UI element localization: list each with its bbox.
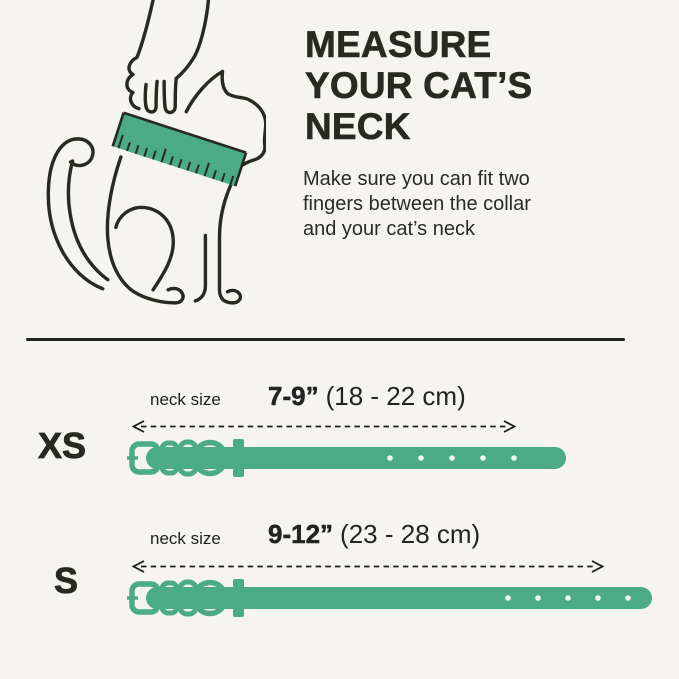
collar-illustration-s — [127, 579, 652, 617]
keeper-loop-1 — [159, 580, 180, 616]
collar-holes — [505, 595, 631, 601]
measurement-xs-cm: (18 - 22 cm) — [325, 381, 466, 411]
collar-illustration-xs — [127, 439, 566, 477]
measurement-s-cm: (23 - 28 cm) — [340, 519, 481, 549]
measure-arrow-xs — [131, 420, 517, 433]
d-ring — [191, 579, 229, 617]
divider — [26, 338, 625, 341]
slider — [233, 439, 244, 477]
title-line-2: YOUR CAT’S — [305, 65, 533, 107]
size-label-xs: XS — [38, 425, 87, 466]
keeper-loop-1 — [159, 440, 180, 476]
hand-icon — [125, 0, 155, 111]
collar-strap — [146, 587, 652, 609]
page-title: MEASURE YOUR CAT’S NECK — [305, 24, 645, 148]
measuring-tape-icon — [111, 111, 248, 187]
collar-strap — [146, 447, 566, 469]
cat-line-art — [46, 0, 266, 305]
measurement-s: 9-12” (23 - 28 cm) — [268, 519, 481, 549]
neck-size-label-s: neck size — [150, 529, 221, 548]
measure-arrow-s — [131, 560, 605, 573]
fit-instruction-text: Make sure you can fit two fingers betwee… — [303, 168, 531, 240]
measurement-xs-inches: 7-9” — [268, 381, 319, 411]
measurement-s-inches: 9-12” — [268, 519, 334, 549]
title-line-1: MEASURE — [305, 24, 492, 66]
slider — [233, 579, 244, 617]
d-ring — [191, 439, 229, 477]
title-line-3: NECK — [305, 106, 411, 148]
collar-holes — [387, 455, 517, 461]
neck-size-label-xs: neck size — [150, 390, 221, 409]
buckle — [129, 441, 161, 475]
buckle — [129, 581, 161, 615]
size-label-s: S — [54, 560, 79, 601]
cat-measuring-illustration — [46, 0, 266, 305]
measurement-xs: 7-9” (18 - 22 cm) — [268, 381, 466, 411]
